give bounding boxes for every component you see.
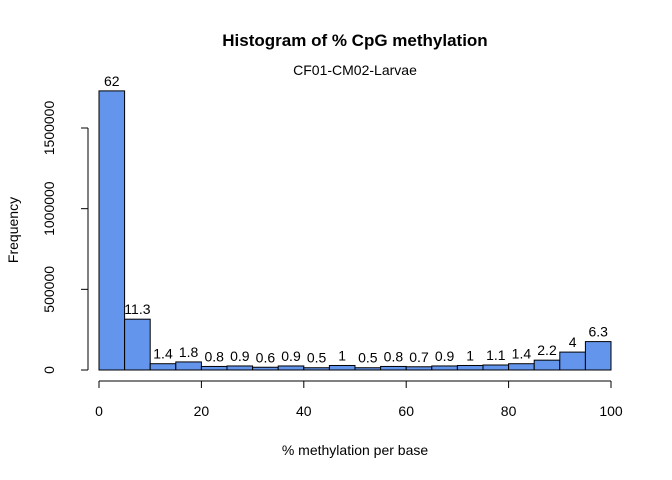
- x-axis-label: % methylation per base: [282, 442, 429, 458]
- histogram-bar: [380, 365, 407, 371]
- bar-value-label: 0.8: [204, 348, 224, 364]
- x-tick-label: 60: [398, 403, 414, 419]
- histogram-bar: [277, 365, 305, 371]
- y-tick-label: 1500000: [41, 101, 57, 156]
- histogram-bar: [98, 90, 126, 371]
- bar-value-label: 0.8: [384, 348, 404, 364]
- bar-value-label: 1.8: [179, 344, 199, 360]
- chart-subtitle: CF01-CM02-Larvae: [293, 62, 417, 78]
- bar-value-label: 1.1: [486, 347, 506, 363]
- bar-value-label: 1: [466, 347, 474, 363]
- x-tick-label: 40: [296, 403, 312, 419]
- histogram-bar: [559, 351, 586, 371]
- bar-value-label: 0.5: [307, 350, 327, 366]
- y-tick-label: 0: [41, 366, 57, 374]
- bar-value-label: 4: [569, 334, 577, 350]
- histogram-bar: [533, 359, 561, 371]
- histogram-bar: [149, 363, 177, 371]
- histogram-bar: [328, 364, 356, 371]
- bar-value-label: 6.3: [588, 324, 608, 340]
- bar-value-label: 11.3: [124, 301, 150, 317]
- histogram-bar: [175, 361, 202, 371]
- y-tick-label: 500000: [41, 266, 57, 313]
- x-tick-label: 20: [194, 403, 210, 419]
- bar-value-label: 1.4: [512, 346, 532, 362]
- y-axis: 0 500000 1000000 1500000: [41, 101, 89, 374]
- histogram-bar: [124, 318, 151, 371]
- histogram-bar: [226, 365, 254, 371]
- bar-value-label: 0.6: [256, 349, 276, 365]
- y-axis-label: Frequency: [5, 197, 21, 263]
- histogram-bar: [405, 366, 433, 371]
- histogram-bar: [456, 364, 484, 371]
- histogram-bar: [584, 341, 612, 371]
- histogram-bar: [200, 365, 228, 371]
- bar-value-label: 1: [338, 347, 346, 363]
- bar-value-label: 0.9: [435, 348, 455, 364]
- x-tick-label: 0: [95, 403, 103, 419]
- x-tick-label: 80: [501, 403, 517, 419]
- histogram-bar: [354, 367, 382, 371]
- bar-value-label: 0.5: [358, 350, 378, 366]
- bar-labels-group: 62 11.3 1.4 1.8 0.8 0.9 0.6 0.9 0.5 1 0.5 0.8 0.7 0.9…: [104, 73, 608, 366]
- y-tick-label: 1000000: [41, 181, 57, 236]
- bar-value-label: 0.7: [409, 349, 429, 365]
- x-axis: 0 20 40 60 80 100: [95, 380, 623, 419]
- bar-value-label: 0.9: [281, 348, 301, 364]
- histogram-bar: [431, 365, 458, 371]
- bar-value-label: 62: [104, 73, 120, 89]
- histogram-bar: [303, 367, 330, 371]
- histogram-bar: [252, 366, 279, 371]
- bar-value-label: 0.9: [230, 348, 250, 364]
- chart-title: Histogram of % CpG methylation: [222, 31, 487, 50]
- histogram-bar: [482, 364, 510, 371]
- bars-group: [98, 90, 612, 371]
- bar-value-label: 1.4: [153, 346, 173, 362]
- histogram-bar: [508, 363, 535, 371]
- x-tick-label: 100: [599, 403, 623, 419]
- bar-value-label: 2.2: [537, 342, 557, 358]
